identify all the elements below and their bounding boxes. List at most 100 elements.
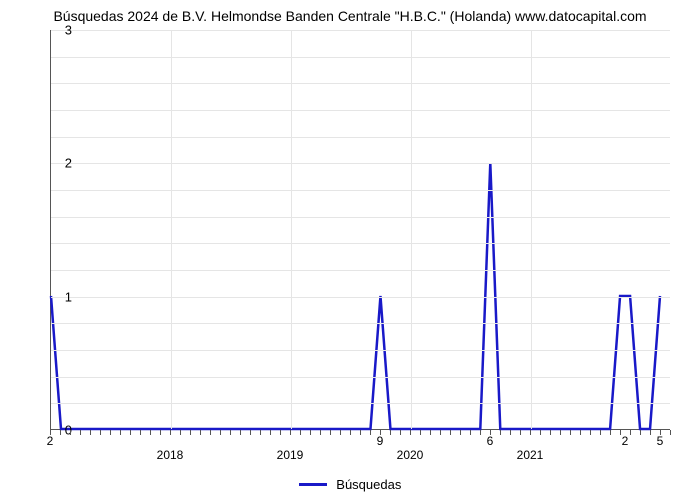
xtick-mark bbox=[160, 430, 161, 435]
gridline-h bbox=[51, 163, 670, 164]
xtick-year-label: 2020 bbox=[397, 448, 424, 462]
gridline-h-minor bbox=[51, 270, 670, 271]
gridline-h-minor bbox=[51, 350, 670, 351]
xtick-value-label: 2 bbox=[47, 434, 54, 448]
xtick-mark bbox=[270, 430, 271, 435]
legend: Búsquedas bbox=[0, 476, 700, 492]
xtick-mark bbox=[280, 430, 281, 435]
gridline-v bbox=[291, 30, 292, 429]
xtick-mark bbox=[380, 430, 381, 435]
gridline-h-minor bbox=[51, 110, 670, 111]
xtick-mark bbox=[520, 430, 521, 435]
xtick-mark bbox=[370, 430, 371, 435]
gridline-h-minor bbox=[51, 323, 670, 324]
xtick-mark bbox=[670, 430, 671, 435]
xtick-mark bbox=[110, 430, 111, 435]
xtick-mark bbox=[250, 430, 251, 435]
xtick-mark bbox=[620, 430, 621, 435]
ytick-label: 2 bbox=[65, 156, 72, 171]
xtick-mark bbox=[90, 430, 91, 435]
xtick-mark bbox=[130, 430, 131, 435]
xtick-mark bbox=[590, 430, 591, 435]
xtick-mark bbox=[180, 430, 181, 435]
gridline-v bbox=[171, 30, 172, 429]
xtick-mark bbox=[190, 430, 191, 435]
gridline-h-minor bbox=[51, 377, 670, 378]
gridline-h-minor bbox=[51, 57, 670, 58]
xtick-mark bbox=[210, 430, 211, 435]
xtick-mark bbox=[490, 430, 491, 435]
plot-area bbox=[50, 30, 670, 430]
xtick-mark bbox=[660, 430, 661, 435]
xtick-mark bbox=[50, 430, 51, 435]
xtick-mark bbox=[500, 430, 501, 435]
gridline-v bbox=[531, 30, 532, 429]
xtick-mark bbox=[330, 430, 331, 435]
xtick-mark bbox=[100, 430, 101, 435]
gridline-h-minor bbox=[51, 83, 670, 84]
xtick-mark bbox=[400, 430, 401, 435]
xtick-mark bbox=[470, 430, 471, 435]
xtick-mark bbox=[420, 430, 421, 435]
xtick-mark bbox=[580, 430, 581, 435]
xtick-year-label: 2019 bbox=[277, 448, 304, 462]
xtick-mark bbox=[310, 430, 311, 435]
xtick-mark bbox=[570, 430, 571, 435]
xtick-mark bbox=[340, 430, 341, 435]
xtick-mark bbox=[360, 430, 361, 435]
xtick-mark bbox=[350, 430, 351, 435]
ytick-label: 3 bbox=[65, 23, 72, 38]
xtick-mark bbox=[450, 430, 451, 435]
xtick-value-label: 5 bbox=[657, 434, 664, 448]
gridline-h-minor bbox=[51, 190, 670, 191]
xtick-mark bbox=[550, 430, 551, 435]
xtick-mark bbox=[200, 430, 201, 435]
xtick-mark bbox=[290, 430, 291, 435]
gridline-h bbox=[51, 30, 670, 31]
line-series bbox=[51, 30, 670, 429]
xtick-mark bbox=[150, 430, 151, 435]
xtick-value-label: 2 bbox=[622, 434, 629, 448]
xtick-value-label: 6 bbox=[487, 434, 494, 448]
xtick-mark bbox=[530, 430, 531, 435]
xtick-mark bbox=[560, 430, 561, 435]
gridline-v bbox=[411, 30, 412, 429]
xtick-mark bbox=[220, 430, 221, 435]
chart-container: Búsquedas 2024 de B.V. Helmondse Banden … bbox=[0, 0, 700, 500]
xtick-mark bbox=[60, 430, 61, 435]
legend-swatch bbox=[299, 483, 327, 486]
xtick-mark bbox=[120, 430, 121, 435]
xtick-mark bbox=[80, 430, 81, 435]
gridline-h bbox=[51, 297, 670, 298]
xtick-mark bbox=[410, 430, 411, 435]
gridline-h-minor bbox=[51, 403, 670, 404]
xtick-year-label: 2018 bbox=[157, 448, 184, 462]
gridline-h-minor bbox=[51, 137, 670, 138]
legend-label: Búsquedas bbox=[336, 477, 401, 492]
gridline-h-minor bbox=[51, 243, 670, 244]
xtick-mark bbox=[600, 430, 601, 435]
xtick-mark bbox=[640, 430, 641, 435]
xtick-mark bbox=[610, 430, 611, 435]
xtick-mark bbox=[540, 430, 541, 435]
xtick-mark bbox=[140, 430, 141, 435]
xtick-mark bbox=[440, 430, 441, 435]
gridline-h-minor bbox=[51, 217, 670, 218]
xtick-mark bbox=[630, 430, 631, 435]
chart-title: Búsquedas 2024 de B.V. Helmondse Banden … bbox=[0, 8, 700, 24]
xtick-mark bbox=[320, 430, 321, 435]
xtick-mark bbox=[480, 430, 481, 435]
xtick-mark bbox=[390, 430, 391, 435]
xtick-mark bbox=[260, 430, 261, 435]
xtick-mark bbox=[300, 430, 301, 435]
xtick-mark bbox=[170, 430, 171, 435]
xtick-mark bbox=[240, 430, 241, 435]
xtick-value-label: 9 bbox=[377, 434, 384, 448]
ytick-label: 1 bbox=[65, 289, 72, 304]
xtick-mark bbox=[230, 430, 231, 435]
xtick-mark bbox=[430, 430, 431, 435]
xtick-year-label: 2021 bbox=[517, 448, 544, 462]
xtick-mark bbox=[650, 430, 651, 435]
xtick-mark bbox=[70, 430, 71, 435]
xtick-mark bbox=[460, 430, 461, 435]
